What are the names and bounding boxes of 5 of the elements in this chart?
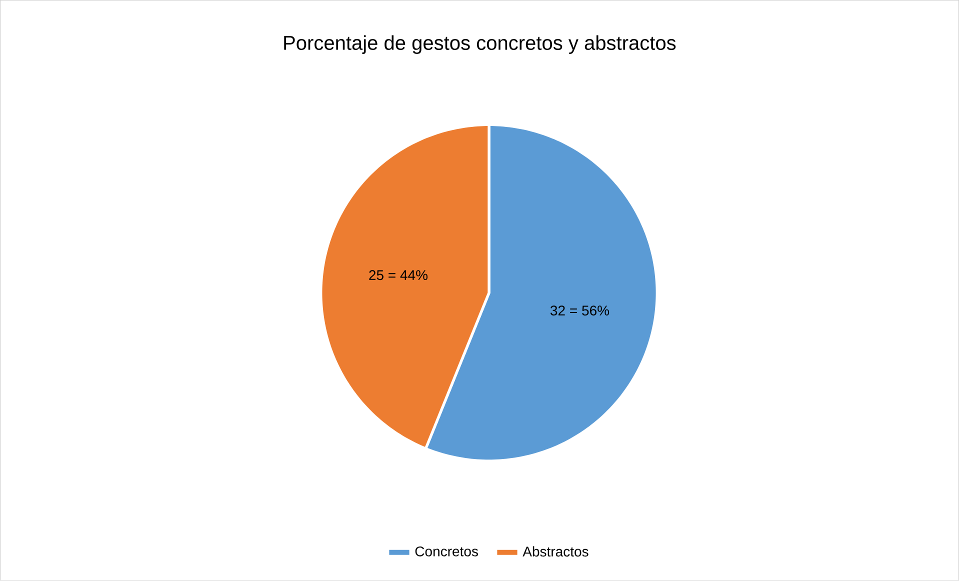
legend-label: Abstractos (522, 546, 588, 557)
legend-label: Concretos (415, 546, 478, 557)
data-label: 32 = 56% (550, 306, 610, 316)
chart-title: Porcentaje de gestos concretos y abstractos (284, 35, 676, 54)
data-label: 25 = 44% (369, 270, 428, 280)
